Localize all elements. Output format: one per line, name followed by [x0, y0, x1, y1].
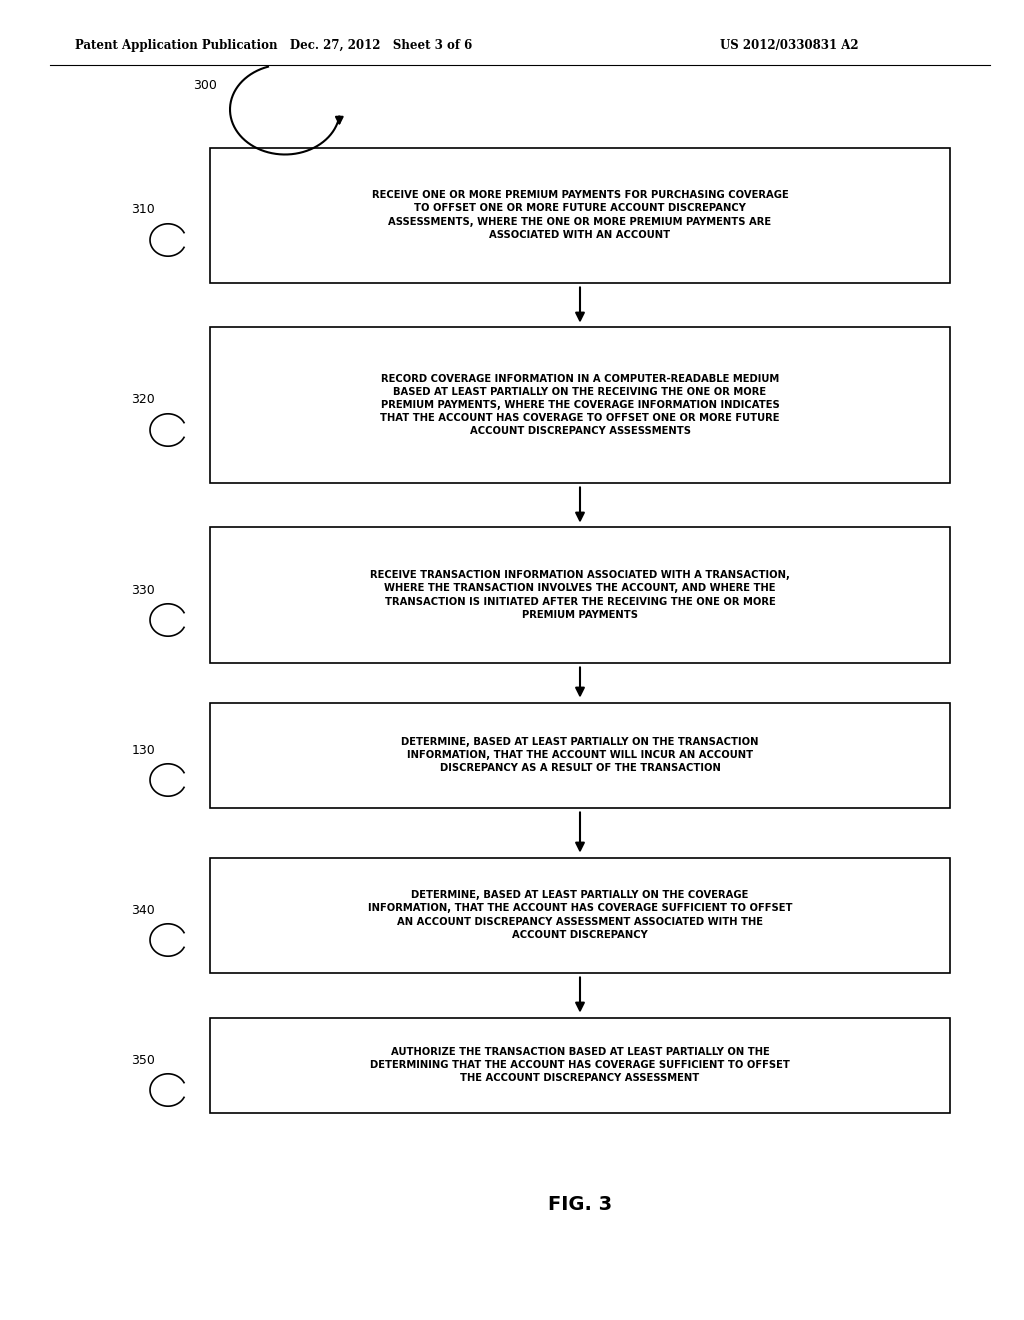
- FancyBboxPatch shape: [210, 702, 950, 808]
- Text: RECORD COVERAGE INFORMATION IN A COMPUTER-READABLE MEDIUM
BASED AT LEAST PARTIAL: RECORD COVERAGE INFORMATION IN A COMPUTE…: [380, 374, 779, 437]
- FancyBboxPatch shape: [210, 148, 950, 282]
- Text: DETERMINE, BASED AT LEAST PARTIALLY ON THE COVERAGE
INFORMATION, THAT THE ACCOUN: DETERMINE, BASED AT LEAST PARTIALLY ON T…: [368, 890, 793, 940]
- Text: AUTHORIZE THE TRANSACTION BASED AT LEAST PARTIALLY ON THE
DETERMINING THAT THE A: AUTHORIZE THE TRANSACTION BASED AT LEAST…: [370, 1047, 790, 1084]
- Text: FIG. 3: FIG. 3: [548, 1196, 612, 1214]
- Text: 330: 330: [131, 583, 155, 597]
- Text: US 2012/0330831 A2: US 2012/0330831 A2: [720, 38, 859, 51]
- Text: Patent Application Publication   Dec. 27, 2012   Sheet 3 of 6: Patent Application Publication Dec. 27, …: [75, 38, 472, 51]
- Text: 300: 300: [194, 79, 217, 92]
- Text: RECEIVE TRANSACTION INFORMATION ASSOCIATED WITH A TRANSACTION,
WHERE THE TRANSAC: RECEIVE TRANSACTION INFORMATION ASSOCIAT…: [370, 570, 790, 620]
- FancyBboxPatch shape: [210, 858, 950, 973]
- Text: DETERMINE, BASED AT LEAST PARTIALLY ON THE TRANSACTION
INFORMATION, THAT THE ACC: DETERMINE, BASED AT LEAST PARTIALLY ON T…: [401, 737, 759, 774]
- FancyBboxPatch shape: [210, 327, 950, 483]
- Text: 350: 350: [131, 1053, 155, 1067]
- Text: 310: 310: [131, 203, 155, 216]
- Text: 340: 340: [131, 903, 155, 916]
- Text: 320: 320: [131, 393, 155, 407]
- Text: RECEIVE ONE OR MORE PREMIUM PAYMENTS FOR PURCHASING COVERAGE
TO OFFSET ONE OR MO: RECEIVE ONE OR MORE PREMIUM PAYMENTS FOR…: [372, 190, 788, 240]
- FancyBboxPatch shape: [210, 1018, 950, 1113]
- Text: 130: 130: [131, 743, 155, 756]
- FancyBboxPatch shape: [210, 528, 950, 663]
